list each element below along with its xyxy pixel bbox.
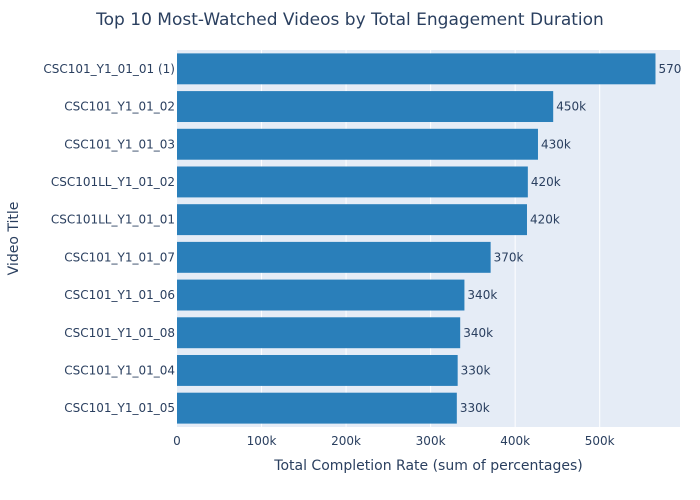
data-label: 420k — [531, 175, 561, 189]
bar[interactable] — [177, 279, 465, 311]
bar[interactable] — [177, 392, 457, 424]
y-tick-label: CSC101_Y1_01_06 — [64, 288, 175, 302]
y-tick-label: CSC101_Y1_01_07 — [64, 250, 175, 264]
data-label: 370k — [494, 250, 524, 264]
bar[interactable] — [177, 166, 528, 198]
data-label: 340k — [463, 326, 493, 340]
data-label: 330k — [460, 401, 490, 415]
y-tick-label: CSC101_Y1_01_04 — [64, 363, 175, 377]
data-label: 570 — [658, 62, 681, 76]
x-tick-label: 200k — [331, 434, 361, 448]
chart-title: Top 10 Most-Watched Videos by Total Enga… — [95, 10, 604, 30]
data-label: 420k — [530, 213, 560, 227]
y-tick-label: CSC101_Y1_01_01 (1) — [43, 62, 175, 76]
x-tick-label: 300k — [416, 434, 446, 448]
x-tick-label: 400k — [500, 434, 530, 448]
data-label: 430k — [541, 137, 571, 151]
data-label: 450k — [556, 100, 586, 114]
x-tick-label: 100k — [247, 434, 277, 448]
y-tick-label: CSC101_Y1_01_08 — [64, 326, 175, 340]
y-tick-label: CSC101_Y1_01_03 — [64, 137, 175, 151]
y-tick-label: CSC101LL_Y1_01_02 — [51, 175, 175, 189]
x-tick-label: 0 — [173, 434, 181, 448]
bar[interactable] — [177, 128, 538, 160]
bar[interactable] — [177, 241, 491, 273]
bar[interactable] — [177, 354, 458, 386]
x-axis-title: Total Completion Rate (sum of percentage… — [273, 458, 582, 474]
bar[interactable] — [177, 91, 554, 123]
bar[interactable] — [177, 53, 656, 85]
bar[interactable] — [177, 317, 461, 349]
y-tick-labels: CSC101_Y1_01_01 (1) CSC101_Y1_01_02 CSC101… — [43, 62, 175, 415]
data-label: 340k — [467, 288, 497, 302]
x-tick-label: 500k — [585, 434, 615, 448]
y-axis-title: Video Title — [6, 202, 22, 276]
data-label: 330k — [461, 363, 491, 377]
bar[interactable] — [177, 204, 527, 236]
y-tick-label: CSC101_Y1_01_05 — [64, 401, 175, 415]
data-labels: 570 450k 430k 420k 420k 370k 340k 340k 330k 330k — [460, 62, 682, 415]
bars — [177, 53, 656, 424]
x-tick-labels: 0 100k 200k 300k 400k 500k — [173, 434, 614, 448]
y-tick-label: CSC101_Y1_01_02 — [64, 100, 175, 114]
y-tick-label: CSC101LL_Y1_01_01 — [51, 213, 175, 227]
